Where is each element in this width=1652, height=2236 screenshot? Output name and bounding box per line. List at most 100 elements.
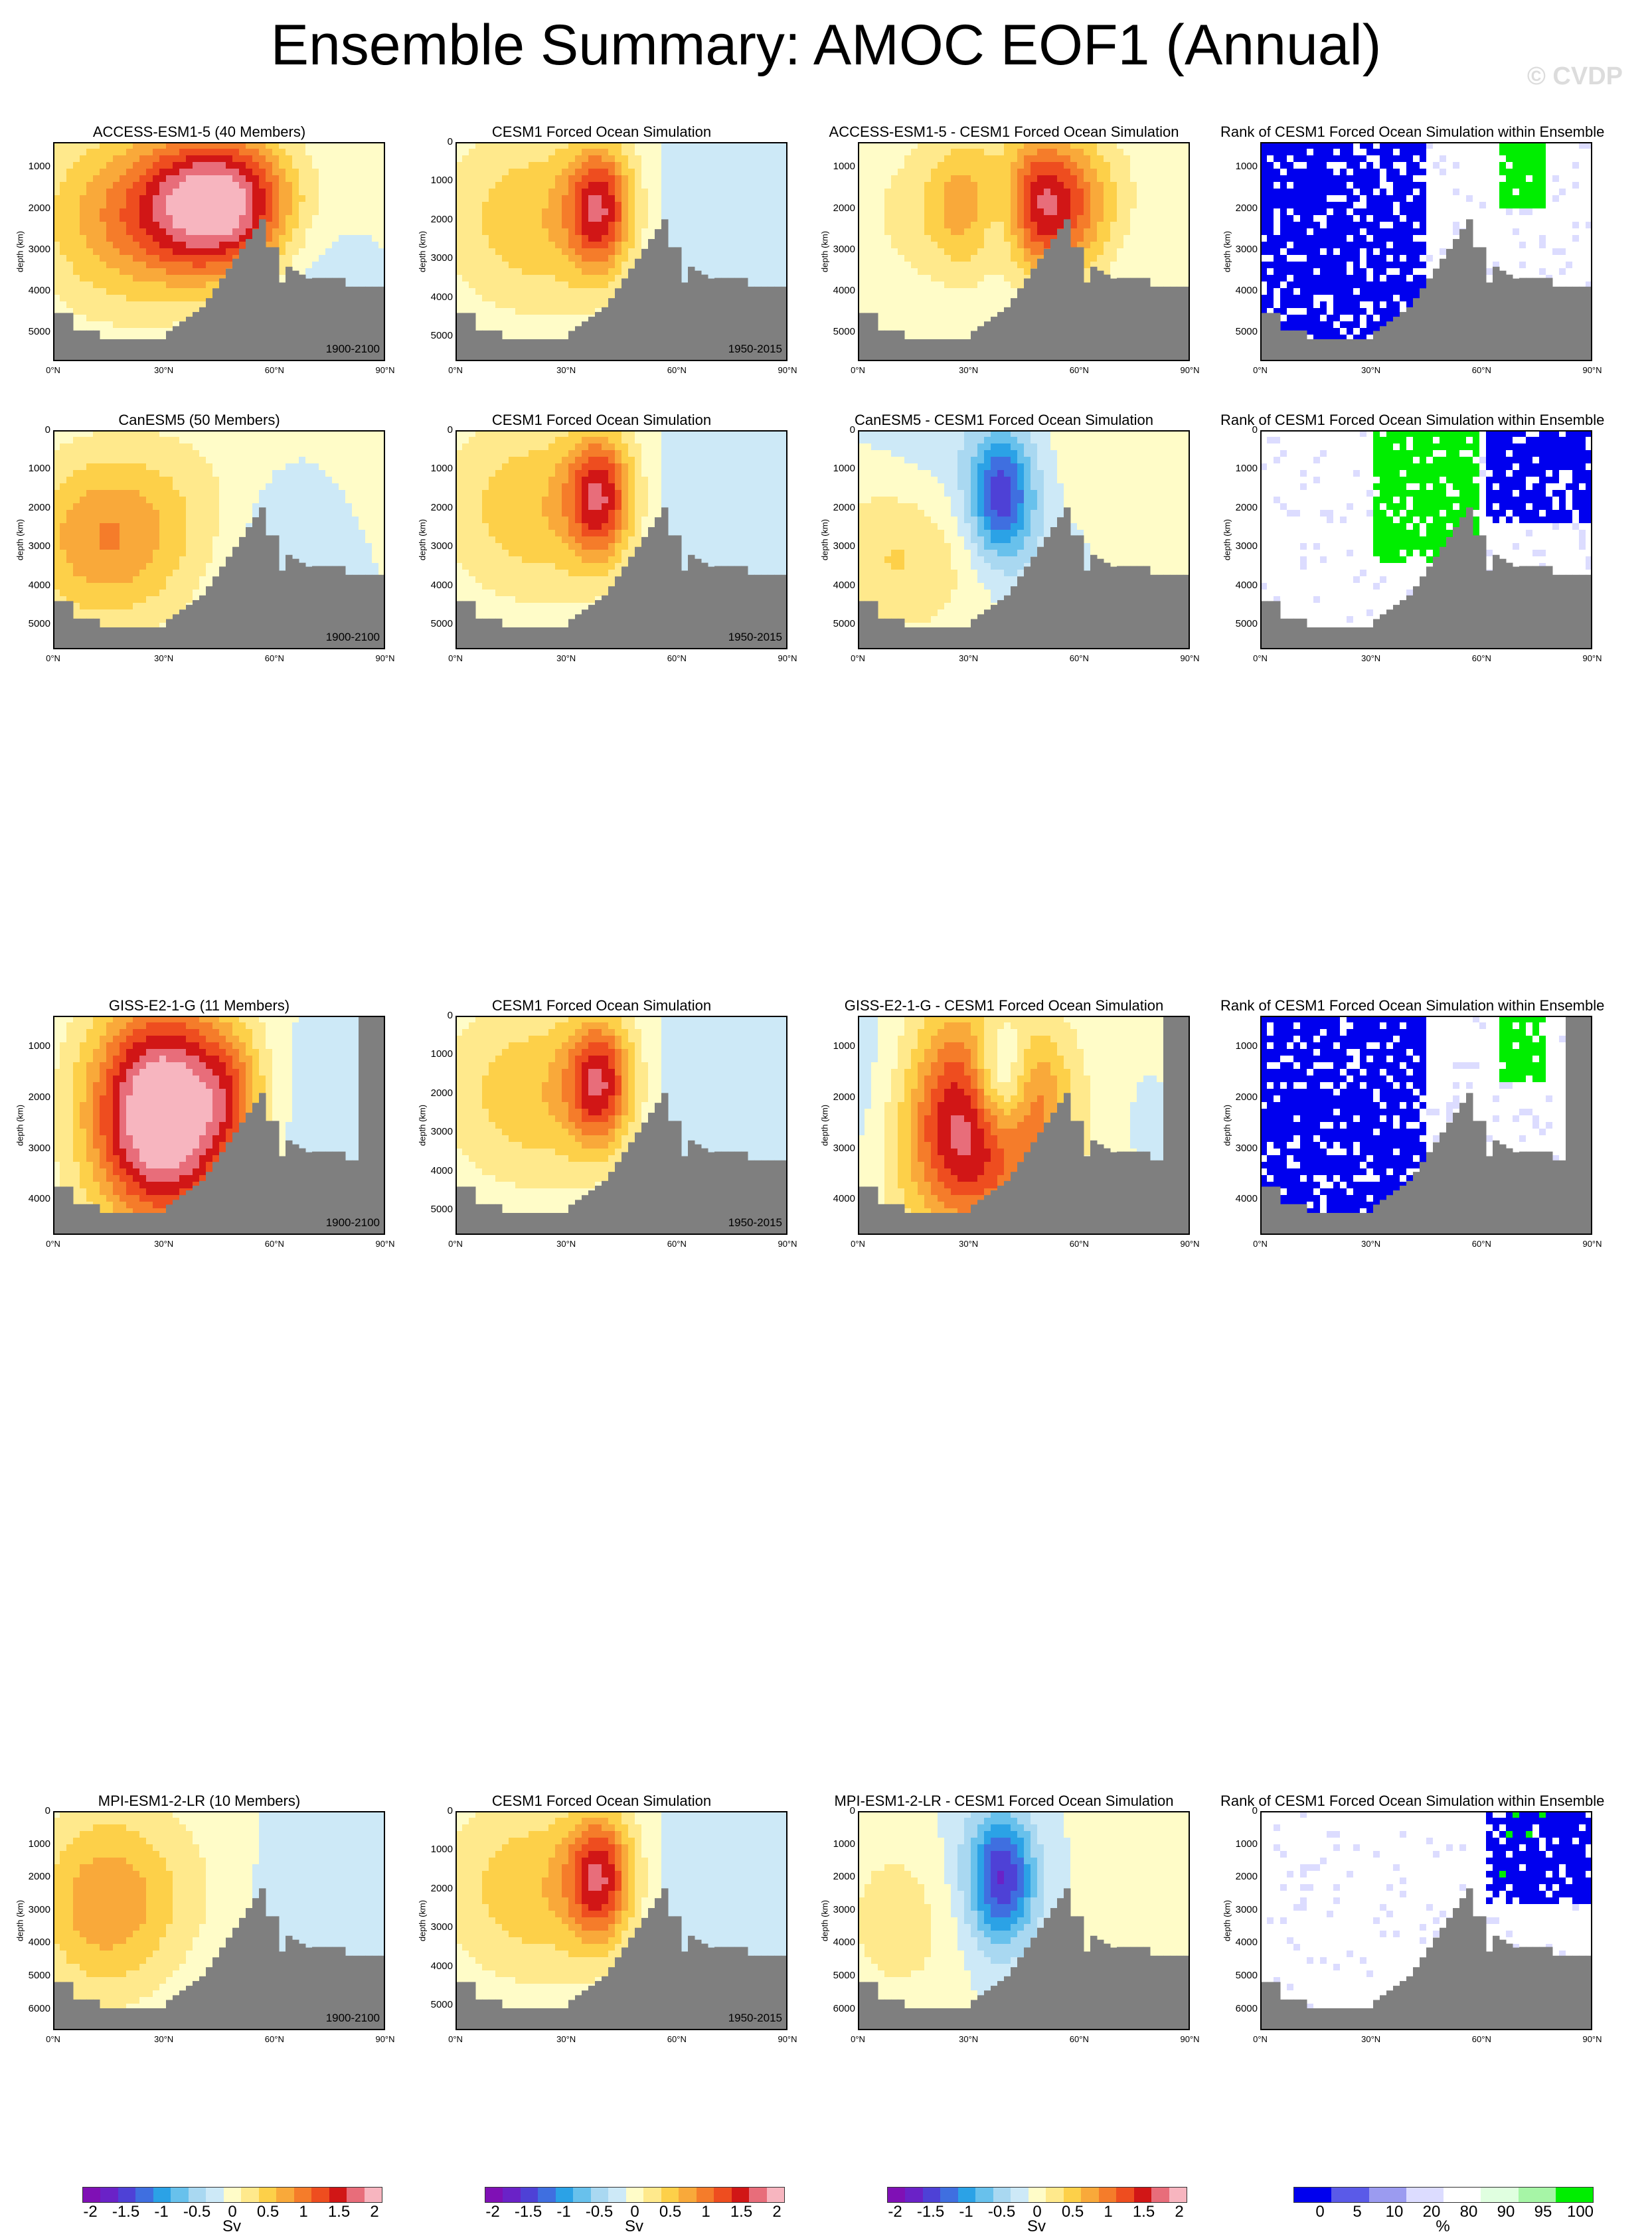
streamfunction-heatmap	[455, 142, 787, 361]
x-tick-label: 90°N	[1582, 1239, 1602, 1249]
colorbar-tick-label: 100	[1567, 2203, 1594, 2221]
y-axis-label: depth (km)	[1219, 430, 1235, 649]
x-tick-label: 90°N	[1582, 365, 1602, 375]
period-label: 1950-2015	[681, 1216, 782, 1230]
y-axis-label: depth (km)	[817, 142, 833, 361]
panel-diff-0: ACCESS-ESM1-5 - CESM1 Forced Ocean Simul…	[818, 123, 1190, 402]
y-axis-label: depth (km)	[817, 1811, 833, 2030]
panel-title: CanESM5 - CESM1 Forced Ocean Simulation	[818, 412, 1190, 429]
x-tick-label: 0°N	[46, 653, 60, 663]
x-tick-label: 60°N	[667, 1239, 687, 1249]
y-tick-label: 0	[429, 1010, 453, 1021]
y-tick-label: 1000	[1234, 1041, 1258, 1052]
colorbar-tick-label: 1.5	[1133, 2203, 1155, 2221]
x-tick-label: 30°N	[959, 2034, 978, 2044]
panel-rank-1: Rank of CESM1 Forced Ocean Simulation wi…	[1220, 412, 1592, 690]
x-tick-label: 90°N	[1180, 365, 1199, 375]
y-tick-label: 3000	[27, 244, 50, 255]
period-label: 1950-2015	[681, 343, 782, 356]
period-label: 1900-2100	[279, 631, 380, 644]
plot-area	[858, 1016, 1190, 1235]
y-tick-label: 2000	[1234, 203, 1258, 214]
x-tick-label: 90°N	[375, 2034, 394, 2044]
y-tick-label: 5000	[429, 2000, 453, 2010]
y-tick-label: 2000	[831, 203, 855, 214]
plot-area	[455, 1016, 787, 1235]
x-tick-label: 90°N	[778, 2034, 797, 2044]
y-tick-label: 4000	[831, 1937, 855, 1948]
colorbar-tick-label: -1	[154, 2203, 168, 2221]
y-tick-label: 1000	[831, 1839, 855, 1850]
x-tick-label: 90°N	[1582, 653, 1602, 663]
colorbar-tick-label: 80	[1460, 2203, 1478, 2221]
y-tick-label: 5000	[1234, 1970, 1258, 1981]
y-tick-label: 1000	[429, 1844, 453, 1855]
x-tick-label: 30°N	[1361, 1239, 1380, 1249]
y-tick-label: 3000	[27, 1905, 50, 1915]
y-tick-label: 3000	[831, 541, 855, 552]
colorbar-tick-label: -1.5	[515, 2203, 542, 2221]
x-tick-label: 0°N	[46, 1239, 60, 1249]
y-tick-label: 4000	[1234, 580, 1258, 591]
y-tick-label: 2000	[429, 214, 453, 225]
colorbar-tick-label: -1	[556, 2203, 570, 2221]
colorbar-tick-label: -0.5	[183, 2203, 210, 2221]
x-tick-label: 30°N	[1361, 2034, 1380, 2044]
y-axis-label: depth (km)	[414, 1016, 430, 1235]
colorbar-tick-label: 0.5	[257, 2203, 279, 2221]
y-axis-label: depth (km)	[12, 1016, 28, 1235]
x-tick-label: 0°N	[46, 2034, 60, 2044]
colorbar-tick-label: 1.5	[730, 2203, 752, 2221]
colorbar-tick-label: 1	[299, 2203, 307, 2221]
panel-title: Rank of CESM1 Forced Ocean Simulation wi…	[1220, 123, 1592, 141]
y-tick-label: 0	[429, 425, 453, 436]
streamfunction-heatmap	[53, 1811, 385, 2030]
x-tick-label: 60°N	[1070, 365, 1089, 375]
x-tick-label: 90°N	[375, 653, 394, 663]
panel-title: CESM1 Forced Ocean Simulation	[416, 412, 787, 429]
rank-heatmap	[1260, 1811, 1592, 2030]
panel-diff-3: MPI-ESM1-2-LR - CESM1 Forced Ocean Simul…	[818, 1793, 1190, 2071]
y-axis-label: depth (km)	[1219, 1016, 1235, 1235]
page-title: Ensemble Summary: AMOC EOF1 (Annual)	[0, 12, 1652, 78]
y-axis-label: depth (km)	[1219, 1811, 1235, 2030]
x-tick-label: 0°N	[1253, 1239, 1268, 1249]
y-tick-label: 1000	[831, 1041, 855, 1052]
panel-rank-2: Rank of CESM1 Forced Ocean Simulation wi…	[1220, 997, 1592, 1276]
y-tick-label: 3000	[1234, 244, 1258, 255]
x-tick-label: 0°N	[1253, 653, 1268, 663]
panel-title: GISS-E2-1-G - CESM1 Forced Ocean Simulat…	[818, 997, 1190, 1014]
streamfunction-heatmap	[53, 430, 385, 649]
y-tick-label: 0	[831, 425, 855, 436]
x-tick-label: 30°N	[154, 1239, 173, 1249]
x-tick-label: 60°N	[1472, 365, 1491, 375]
y-tick-label: 3000	[831, 244, 855, 255]
y-tick-label: 5000	[831, 619, 855, 629]
colorbar-tick-label: 1.5	[328, 2203, 350, 2221]
colorbar-tick-label: 0.5	[659, 2203, 681, 2221]
streamfunction-heatmap	[455, 1016, 787, 1235]
y-tick-label: 6000	[27, 2004, 50, 2014]
colorbar-tick-label: 2	[370, 2203, 378, 2221]
x-tick-label: 60°N	[265, 653, 284, 663]
y-tick-label: 1000	[27, 1839, 50, 1850]
streamfunction-heatmap	[53, 142, 385, 361]
x-tick-label: 0°N	[851, 365, 865, 375]
colorbar-tick-label: 0	[1315, 2203, 1324, 2221]
plot-area	[858, 1811, 1190, 2030]
y-tick-label: 2000	[1234, 1872, 1258, 1882]
x-tick-label: 0°N	[448, 653, 463, 663]
x-tick-label: 60°N	[667, 2034, 687, 2044]
x-tick-label: 60°N	[1070, 653, 1089, 663]
y-tick-label: 4000	[831, 1194, 855, 1204]
y-tick-label: 4000	[1234, 1937, 1258, 1948]
y-axis-label: depth (km)	[414, 430, 430, 649]
x-tick-label: 60°N	[265, 365, 284, 375]
colorbar-tick-label: -0.5	[988, 2203, 1015, 2221]
colorbar-tick-label: 2	[772, 2203, 781, 2221]
x-tick-label: 60°N	[265, 1239, 284, 1249]
